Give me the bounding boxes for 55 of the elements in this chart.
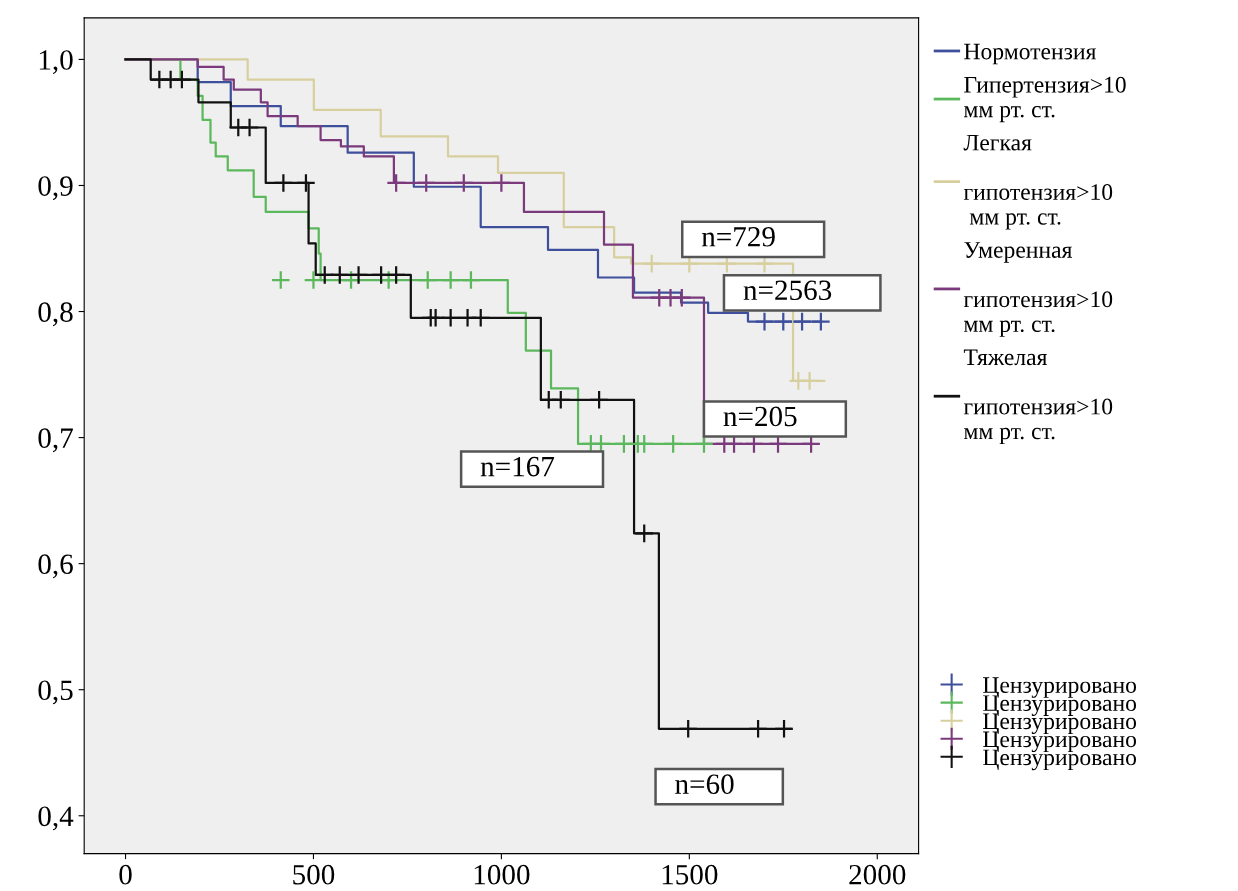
y-tick-label: 0,8 [38,302,73,327]
annotation: n=167 [480,456,555,477]
point [810,311,831,332]
point [634,434,655,454]
point [329,265,350,285]
point [348,265,369,285]
point [663,434,684,454]
annotation: n=60 [675,774,734,795]
point [671,287,692,308]
point [634,523,655,544]
point [172,69,192,90]
point [748,718,768,739]
point [270,270,291,290]
point [461,270,481,290]
point [296,173,316,193]
legend-label: Нормотензия [964,43,1097,65]
point [273,173,294,193]
point [792,311,812,332]
x-tick-label: 500 [293,864,335,885]
y-tick-label: 0,5 [38,680,73,705]
point [589,389,610,410]
annotation: n=205 [723,406,797,427]
point [417,270,438,290]
point [239,117,260,138]
point [453,173,474,193]
point [416,173,437,193]
text: Умеренная гипотензия>10 мм рт. ст. [963,242,1113,337]
point [491,173,512,193]
y-tick-label: 0,7 [38,428,73,453]
point [641,253,662,274]
x-tick-label: 1000 [474,864,530,885]
point [773,311,794,332]
point [386,173,407,193]
point [303,270,324,290]
point [774,718,794,739]
y-tick-label: 0,9 [38,176,73,201]
point [799,370,820,391]
point [440,270,461,290]
point [386,265,407,285]
y-tick-label: 1,0 [39,50,73,75]
annotation: n=729 [701,227,775,247]
point [754,311,775,332]
text: Тяжелая гипотензия>10 мм рт. ст. [963,349,1113,445]
annotation: n=2563 [743,280,832,301]
y-tick-label: 0,6 [38,554,73,579]
point [550,389,571,410]
x-tick-label: 2000 [849,864,906,885]
text: Легкая гипотензия>10 мм рт. ст. [963,134,1113,230]
point [440,307,461,328]
legend-label: Гипертензия>10 мм рт. ст. [964,76,1126,123]
point [678,718,699,739]
point [470,307,491,328]
y-tick-label: 0,4 [38,806,74,831]
x-tick-label: 1500 [662,864,718,885]
x-tick-label: 0 [119,864,132,885]
